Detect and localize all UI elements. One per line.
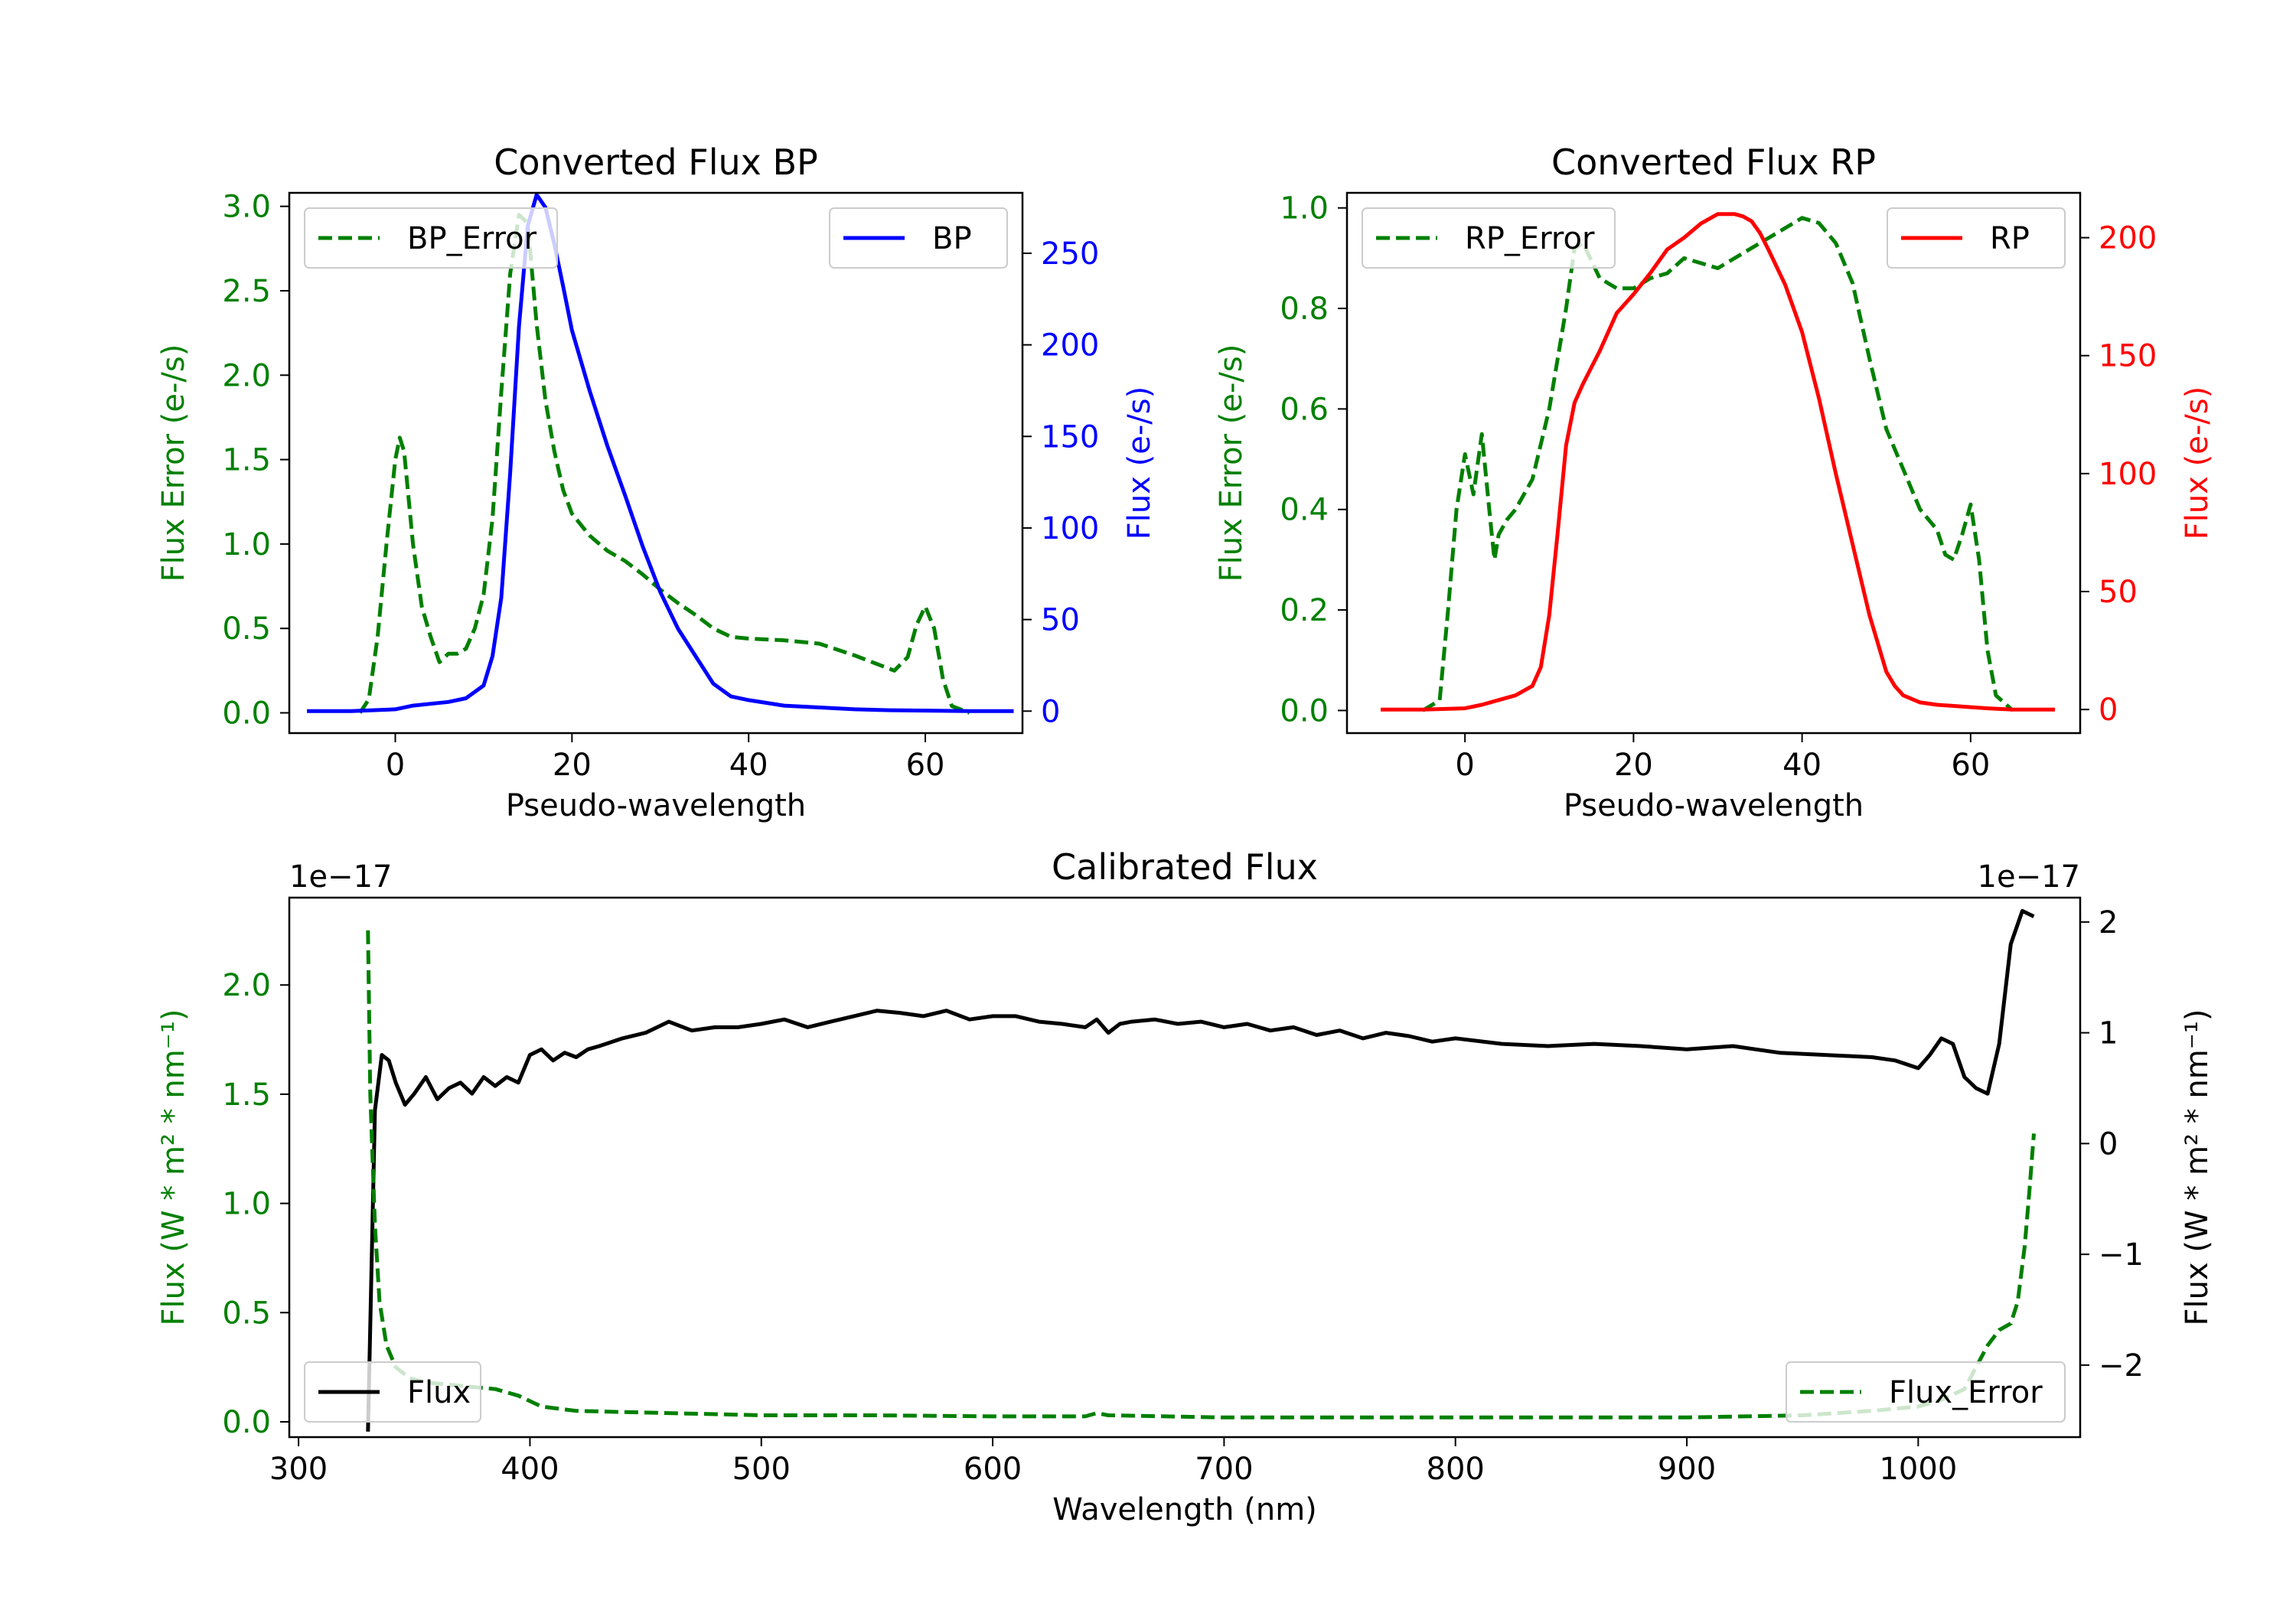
- cal-chart: 300 400 500 600 700 800 900 1000 0.0 0.5 1.0 1.5 2.0…: [156, 846, 2215, 1527]
- rp-ytick-left-label: 0.2: [1280, 593, 1329, 628]
- cal-xtick-label: 1000: [1879, 1452, 1957, 1487]
- bp-xtick-label: 60: [906, 748, 945, 783]
- rp-xlabel: Pseudo-wavelength: [1564, 788, 1864, 823]
- rp-ytick-right-label: 50: [2099, 575, 2138, 610]
- cal-ytick-left-label: 2.0: [222, 968, 271, 1003]
- bp-legend-box: [829, 207, 1008, 269]
- cal-ytick-right-label: 0: [2099, 1126, 2118, 1162]
- cal-plot-frame: [288, 896, 2082, 1439]
- bp-ytick-right-label: 100: [1041, 511, 1099, 546]
- cal-legend-label: Flux: [407, 1375, 471, 1410]
- rp-xtick-label: 20: [1614, 748, 1653, 783]
- rp-legend-rp: RP: [1887, 207, 2066, 269]
- rp-ytick-left-label: 0.0: [1280, 693, 1329, 729]
- cal-ytick-right-label: 1: [2099, 1016, 2118, 1051]
- rp-legend-label: RP_Error: [1465, 221, 1595, 256]
- cal-ylabel-left: Flux (W * m² * nm⁻¹): [156, 1009, 191, 1326]
- cal-title: Calibrated Flux: [1052, 846, 1318, 888]
- bp-ytick-left-label: 3.0: [222, 190, 271, 225]
- rp-ytick-left-label: 0.8: [1280, 292, 1329, 327]
- bp-legend-label: BP: [932, 221, 972, 256]
- cal-ytick-left-label: 0.0: [222, 1405, 271, 1440]
- cal-xtick-label: 600: [964, 1452, 1022, 1487]
- cal-legend-box: [1786, 1361, 2066, 1423]
- cal-xtick-label: 800: [1427, 1452, 1485, 1487]
- rp-ylabel-right: Flux (e-/s): [2180, 386, 2215, 539]
- cal-ytick-right-label: −2: [2099, 1348, 2144, 1384]
- bp-series-bp-error: [358, 213, 970, 715]
- cal-xtick-label: 500: [732, 1452, 791, 1487]
- rp-chart: 0 20 40 60 0.0 0.2 0.4 0.6 0.8 1.0 0 50 100 150 200 Con…: [1214, 142, 2215, 823]
- cal-ytick-left-label: 1.0: [222, 1187, 271, 1222]
- cal-legend-flux: Flux: [304, 1361, 481, 1423]
- rp-series-rp: [1381, 212, 2055, 712]
- bp-xlabel: Pseudo-wavelength: [506, 788, 806, 823]
- bp-ytick-left-label: 2.5: [222, 274, 271, 309]
- cal-ytick-left-label: 0.5: [222, 1296, 271, 1331]
- cal-legend-label: Flux_Error: [1889, 1375, 2043, 1410]
- bp-ytick-right-label: 250: [1041, 236, 1099, 272]
- bp-legend-bp: BP: [829, 207, 1008, 269]
- rp-ytick-right-label: 200: [2099, 221, 2157, 256]
- rp-xtick-label: 60: [1951, 748, 1990, 783]
- bp-plot-frame: [288, 191, 1024, 735]
- rp-ytick-right-label: 100: [2099, 457, 2157, 492]
- bp-ylabel-left: Flux Error (e-/s): [156, 344, 191, 582]
- rp-legend-label: RP: [1990, 221, 2030, 256]
- bp-ytick-right-label: 200: [1041, 328, 1099, 363]
- rp-xtick-label: 0: [1455, 748, 1474, 783]
- bp-ytick-right-label: 0: [1041, 694, 1060, 729]
- rp-legend-rp-error: RP_Error: [1362, 207, 1616, 269]
- cal-ytick-left-label: 1.5: [222, 1077, 271, 1113]
- rp-title: Converted Flux RP: [1551, 142, 1876, 183]
- cal-xtick-label: 700: [1195, 1452, 1253, 1487]
- rp-ytick-left-label: 0.4: [1280, 493, 1329, 528]
- bp-series-bp: [307, 193, 1014, 713]
- cal-ylabel-right: Flux (W * m² * nm⁻¹): [2180, 1009, 2215, 1326]
- rp-ytick-right-label: 0: [2099, 693, 2118, 728]
- bp-xtick-label: 20: [553, 748, 592, 783]
- bp-legend-bp-error: BP_Error: [304, 207, 558, 269]
- bp-legend-label: BP_Error: [407, 221, 537, 256]
- cal-series-flux: [366, 908, 2035, 1432]
- bp-chart: 0 20 40 60 0.0 0.5 1.0 1.5 2.0 2.5 3.0 0 50 100 150 200…: [156, 142, 1157, 823]
- cal-ytick-right-label: −1: [2099, 1237, 2144, 1273]
- bp-ytick-right-label: 50: [1041, 603, 1080, 638]
- cal-legend-box: [304, 1361, 481, 1423]
- bp-ylabel-right: Flux (e-/s): [1122, 386, 1157, 539]
- cal-legend-flux-error: Flux_Error: [1786, 1361, 2066, 1423]
- bp-xtick-label: 40: [729, 748, 768, 783]
- bp-ytick-left-label: 0.5: [222, 611, 271, 647]
- bp-ytick-left-label: 2.0: [222, 358, 271, 393]
- cal-offset-left: 1e−17: [289, 859, 392, 895]
- bp-ytick-right-label: 150: [1041, 419, 1099, 455]
- bp-xtick-label: 0: [386, 748, 405, 783]
- cal-ytick-right-label: 2: [2099, 905, 2118, 940]
- bp-ytick-left-label: 0.0: [222, 696, 271, 732]
- rp-series-rp-error: [1421, 216, 2014, 712]
- rp-ytick-left-label: 1.0: [1280, 191, 1329, 227]
- bp-title: Converted Flux BP: [494, 142, 818, 183]
- bp-ytick-left-label: 1.5: [222, 443, 271, 478]
- cal-xtick-label: 900: [1658, 1452, 1716, 1487]
- rp-ytick-left-label: 0.6: [1280, 392, 1329, 427]
- rp-ytick-right-label: 150: [2099, 339, 2157, 374]
- bp-ytick-left-label: 1.0: [222, 527, 271, 562]
- rp-plot-frame: [1345, 191, 2082, 735]
- rp-ylabel-left: Flux Error (e-/s): [1214, 344, 1249, 582]
- rp-legend-box: [1887, 207, 2066, 269]
- cal-xtick-label: 300: [269, 1452, 328, 1487]
- rp-legend-box: [1362, 207, 1616, 269]
- cal-xtick-label: 400: [501, 1452, 559, 1487]
- rp-xtick-label: 40: [1782, 748, 1821, 783]
- cal-xlabel: Wavelength (nm): [1052, 1492, 1317, 1527]
- bp-legend-box: [304, 207, 558, 269]
- cal-offset-right: 1e−17: [1978, 859, 2080, 895]
- cal-series-flux-error: [366, 930, 2036, 1420]
